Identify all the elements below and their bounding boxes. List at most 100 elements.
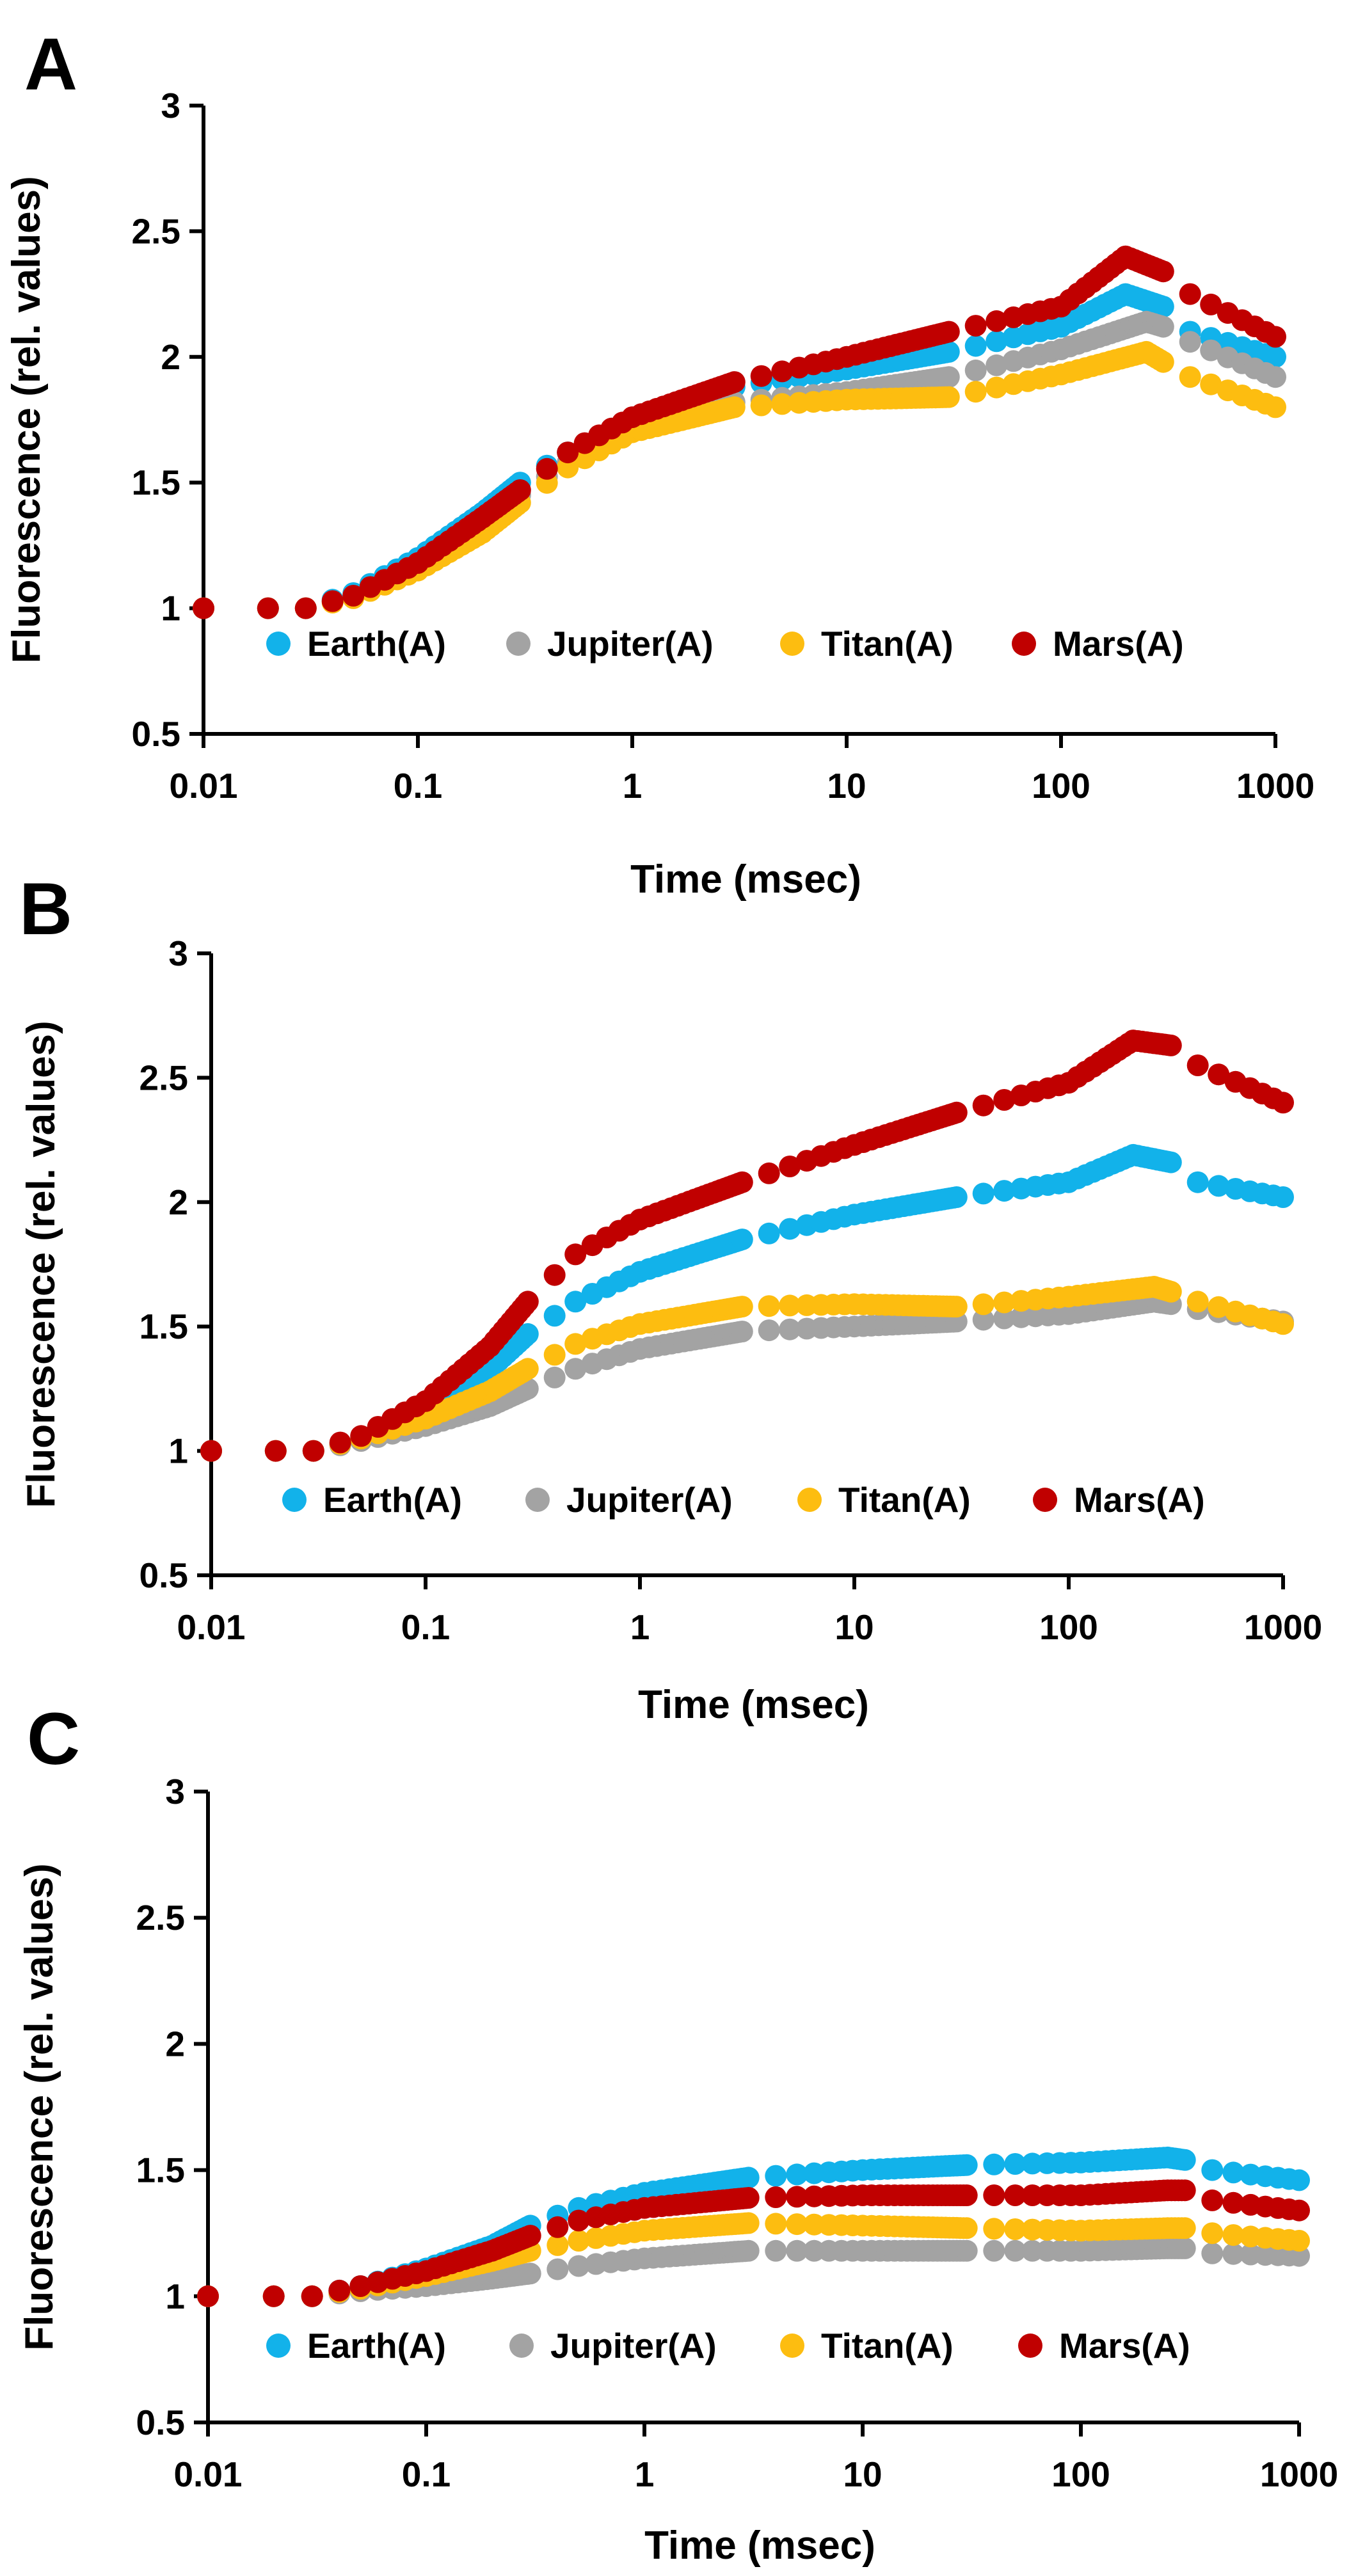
data-point bbox=[972, 1094, 994, 1117]
legend-item: Mars(A) bbox=[1033, 1480, 1205, 1520]
data-point bbox=[972, 1182, 994, 1205]
legend-label: Titan(A) bbox=[821, 2326, 954, 2365]
data-point bbox=[1201, 2222, 1224, 2245]
y-tick-label: 3 bbox=[161, 86, 180, 125]
data-point bbox=[294, 597, 317, 619]
legend-item: Titan(A) bbox=[780, 2326, 954, 2365]
data-point bbox=[547, 2234, 569, 2256]
data-point bbox=[1272, 1313, 1294, 1335]
data-point bbox=[1288, 2169, 1310, 2191]
legend-marker bbox=[797, 1488, 822, 1512]
data-point bbox=[945, 1296, 968, 1318]
data-point bbox=[993, 1180, 1016, 1202]
x-tick-label: 1000 bbox=[1244, 1607, 1322, 1647]
data-point bbox=[731, 1228, 753, 1251]
y-axis-title: Fluorescence (rel. values) bbox=[19, 1021, 63, 1508]
data-point bbox=[983, 2153, 1005, 2175]
data-point bbox=[1208, 1063, 1230, 1086]
data-point bbox=[986, 354, 1008, 376]
data-point bbox=[765, 2213, 787, 2235]
legend-label: Earth(A) bbox=[307, 2326, 446, 2365]
data-point bbox=[779, 1218, 801, 1240]
data-point bbox=[731, 1171, 753, 1193]
legend-marker bbox=[525, 1488, 550, 1512]
data-point bbox=[786, 2186, 808, 2208]
data-point bbox=[1201, 2189, 1224, 2211]
data-point bbox=[758, 1295, 780, 1317]
legend-label: Earth(A) bbox=[323, 1480, 462, 1520]
y-tick-label: 2 bbox=[168, 1182, 188, 1222]
data-point bbox=[765, 2165, 787, 2187]
panel-letter: A bbox=[24, 24, 77, 106]
x-tick-label: 1 bbox=[630, 1607, 650, 1647]
data-point bbox=[1288, 2230, 1310, 2252]
legend-label: Mars(A) bbox=[1059, 2326, 1190, 2365]
data-point bbox=[568, 2209, 590, 2232]
data-point bbox=[1200, 293, 1222, 315]
legend-marker bbox=[282, 1488, 307, 1512]
y-tick-label: 2.5 bbox=[132, 211, 180, 251]
data-point bbox=[1222, 2161, 1245, 2184]
data-point bbox=[945, 1186, 968, 1208]
y-tick-label: 0.5 bbox=[140, 1555, 188, 1595]
data-point bbox=[1160, 1151, 1182, 1173]
data-point bbox=[264, 1440, 287, 1462]
legend-item: Titan(A) bbox=[797, 1480, 971, 1520]
panel-a: A 0.5 1 1.5 2 2.5 3 0.01 0.1 1 10 100 1000 Time (msec… bbox=[4, 24, 1314, 902]
data-point bbox=[1265, 326, 1286, 348]
data-point bbox=[543, 1264, 566, 1286]
data-point bbox=[1152, 260, 1174, 283]
data-point bbox=[328, 2279, 351, 2302]
data-point bbox=[779, 1294, 801, 1317]
y-axis-title: Fluorescence (rel. values) bbox=[4, 176, 49, 664]
legend-item: Jupiter(A) bbox=[506, 624, 714, 664]
legend-item: Titan(A) bbox=[780, 624, 954, 664]
data-point bbox=[302, 1440, 324, 1462]
x-tick-label: 100 bbox=[1032, 766, 1090, 806]
data-point bbox=[519, 2225, 541, 2247]
data-point bbox=[1201, 2242, 1224, 2264]
data-point bbox=[349, 2275, 372, 2297]
legend-label: Titan(A) bbox=[838, 1480, 971, 1520]
data-point bbox=[1004, 2218, 1026, 2240]
x-tick-label: 0.1 bbox=[402, 2454, 451, 2494]
data-point bbox=[955, 2239, 978, 2262]
legend-label: Earth(A) bbox=[307, 624, 446, 664]
data-point bbox=[564, 1243, 587, 1266]
x-tick-label: 10 bbox=[834, 1607, 874, 1647]
y-tick-label: 1.5 bbox=[140, 1307, 188, 1346]
y-tick-label: 2.5 bbox=[140, 1058, 188, 1097]
data-point bbox=[301, 2285, 323, 2307]
data-point bbox=[938, 386, 960, 408]
data-point bbox=[200, 1440, 222, 1462]
data-point bbox=[983, 2218, 1005, 2240]
data-point bbox=[993, 1089, 1016, 1111]
data-point bbox=[1208, 1175, 1230, 1197]
data-point bbox=[1288, 2199, 1310, 2222]
x-tick-label: 10 bbox=[827, 766, 866, 806]
data-point bbox=[993, 1291, 1016, 1314]
data-point bbox=[1152, 351, 1174, 373]
y-tick-label: 2 bbox=[161, 337, 180, 377]
data-point bbox=[1200, 339, 1222, 362]
legend-item: Mars(A) bbox=[1012, 624, 1184, 664]
data-point bbox=[938, 321, 960, 343]
data-point bbox=[1272, 1092, 1294, 1114]
legend-label: Titan(A) bbox=[821, 624, 954, 664]
data-point bbox=[750, 365, 772, 387]
data-point bbox=[964, 359, 987, 381]
x-tick-label: 100 bbox=[1039, 1607, 1098, 1647]
data-point bbox=[986, 376, 1008, 399]
x-tick-label: 10 bbox=[843, 2454, 882, 2494]
legend-label: Jupiter(A) bbox=[566, 1480, 733, 1520]
x-axis-title: Time (msec) bbox=[644, 2524, 875, 2568]
data-point bbox=[329, 1431, 351, 1454]
data-point bbox=[536, 457, 558, 480]
data-point bbox=[342, 585, 365, 607]
y-tick-label: 0.5 bbox=[136, 2403, 185, 2442]
data-point bbox=[564, 1358, 587, 1380]
data-point bbox=[983, 2184, 1005, 2206]
legend-item: Jupiter(A) bbox=[509, 2326, 717, 2365]
legend-marker bbox=[1012, 632, 1036, 656]
